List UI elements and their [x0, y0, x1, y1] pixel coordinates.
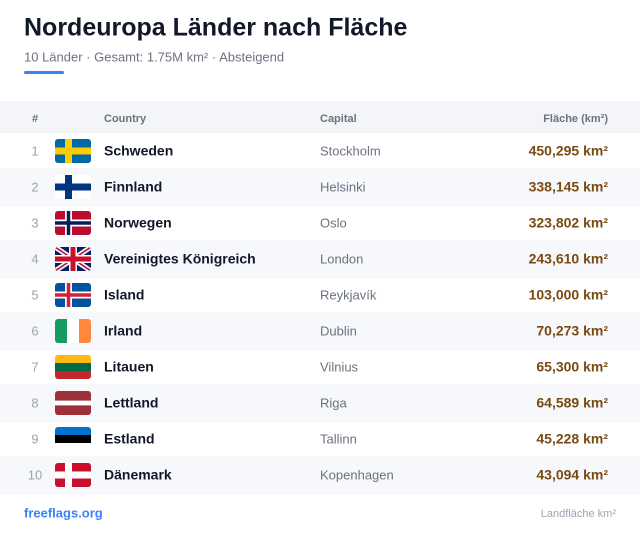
column-header: Country [104, 113, 147, 125]
flag [55, 355, 91, 379]
country-name: Schweden [104, 143, 173, 159]
area: 323,802 km² [529, 215, 609, 231]
flag [55, 175, 91, 199]
rank: 4 [31, 251, 38, 266]
table-body: 1 Schweden Stockholm 450,295 km² 2 Finnland He… [0, 139, 640, 494]
country-name: Litauen [104, 359, 154, 375]
area: 243,610 km² [529, 251, 609, 267]
rank: 8 [31, 395, 38, 410]
footer-note: Landfläche km² [541, 508, 617, 520]
flag [55, 139, 91, 163]
country-name: Lettland [104, 395, 158, 411]
row-bg [0, 169, 640, 205]
rank: 10 [28, 467, 42, 482]
rank: 2 [31, 179, 38, 194]
capital: Vilnius [320, 359, 359, 374]
flag [55, 211, 91, 235]
rank: 5 [31, 287, 38, 302]
row-bg [0, 241, 640, 277]
country-name: Vereinigtes Königreich [104, 251, 256, 267]
row-bg [0, 313, 640, 349]
table-row: 2 Finnland Helsinki 338,145 km² [0, 169, 640, 206]
column-header: Capital [320, 113, 357, 125]
flag [55, 427, 91, 451]
capital: Tallinn [320, 431, 357, 446]
table-row: 10 Dänemark Kopenhagen 43,094 km² [0, 457, 640, 494]
area: 45,228 km² [536, 431, 608, 447]
accent-bar [24, 71, 64, 74]
subtitle: 10 Länder · Gesamt: 1.75M km² · Absteige… [24, 49, 284, 64]
flag [55, 463, 91, 487]
capital: Reykjavík [320, 287, 377, 302]
table-row: 8 Lettland Riga 64,589 km² [0, 385, 640, 422]
area: 450,295 km² [529, 143, 609, 159]
area: 103,000 km² [529, 287, 609, 303]
country-name: Island [104, 287, 144, 303]
table-row: 9 Estland Tallinn 45,228 km² [0, 427, 640, 458]
rank: 1 [31, 143, 38, 158]
table-row: 4 Vereinigtes Königreich London 243,610 km² [0, 241, 640, 278]
country-name: Norwegen [104, 215, 172, 231]
capital: Dublin [320, 323, 357, 338]
row-bg [0, 385, 640, 421]
source-link[interactable]: freeflags.org [24, 505, 103, 520]
country-name: Dänemark [104, 467, 172, 483]
capital: Helsinki [320, 179, 366, 194]
flag [55, 247, 91, 271]
area: 338,145 km² [529, 179, 609, 195]
table-row: 7 Litauen Vilnius 65,300 km² [0, 355, 640, 386]
area: 70,273 km² [536, 323, 608, 339]
country-name: Finnland [104, 179, 162, 195]
table-header-bg [0, 101, 640, 133]
capital: Oslo [320, 215, 347, 230]
table-row: 6 Irland Dublin 70,273 km² [0, 313, 640, 350]
column-header: # [32, 113, 38, 125]
country-name: Estland [104, 431, 155, 447]
area: 65,300 km² [536, 359, 608, 375]
area: 43,094 km² [536, 467, 608, 483]
capital: London [320, 251, 363, 266]
rank: 6 [31, 323, 38, 338]
capital: Riga [320, 395, 348, 410]
flag [55, 319, 91, 343]
row-bg [0, 457, 640, 493]
rank: 7 [31, 359, 38, 374]
rank: 3 [31, 215, 38, 230]
country-name: Irland [104, 323, 142, 339]
flag [55, 283, 91, 307]
rank: 9 [31, 431, 38, 446]
title: Nordeuropa Länder nach Fläche [24, 14, 408, 42]
area: 64,589 km² [536, 395, 608, 411]
capital: Kopenhagen [320, 467, 394, 482]
capital: Stockholm [320, 143, 381, 158]
flag [55, 391, 91, 415]
column-header: Fläche (km²) [543, 113, 608, 125]
